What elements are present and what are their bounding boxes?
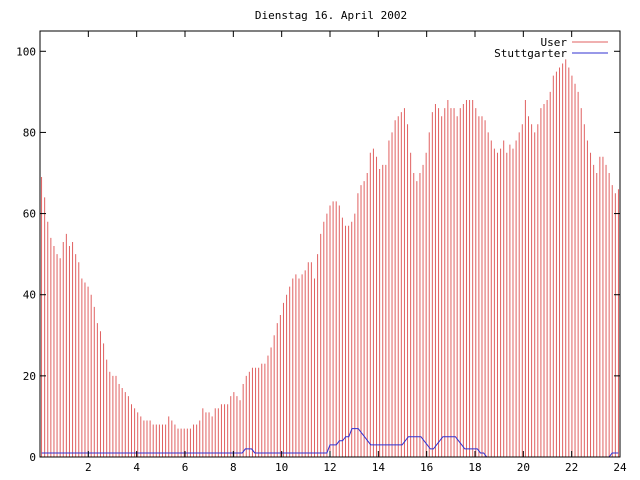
y-tick-label: 20 xyxy=(23,370,36,383)
x-tick-label: 6 xyxy=(182,461,189,474)
chart-title: Dienstag 16. April 2002 xyxy=(255,9,407,22)
x-tick-label: 18 xyxy=(468,461,481,474)
x-tick-label: 8 xyxy=(230,461,237,474)
x-tick-label: 22 xyxy=(565,461,578,474)
x-tick-label: 12 xyxy=(323,461,336,474)
legend-label-user: User xyxy=(541,36,568,49)
y-tick-label: 40 xyxy=(23,289,36,302)
y-tick-label: 80 xyxy=(23,126,36,139)
legend-label-stuttgarter: Stuttgarter xyxy=(494,47,567,60)
x-tick-label: 10 xyxy=(275,461,288,474)
y-tick-label: 100 xyxy=(16,45,36,58)
x-tick-label: 20 xyxy=(517,461,530,474)
x-tick-label: 24 xyxy=(613,461,627,474)
x-tick-label: 4 xyxy=(133,461,140,474)
x-tick-label: 2 xyxy=(85,461,92,474)
user-bars xyxy=(41,59,619,457)
x-tick-label: 14 xyxy=(372,461,386,474)
y-tick-label: 0 xyxy=(29,451,36,464)
legend: User Stuttgarter xyxy=(494,36,608,60)
x-tick-label: 16 xyxy=(420,461,433,474)
y-tick-label: 60 xyxy=(23,208,36,221)
